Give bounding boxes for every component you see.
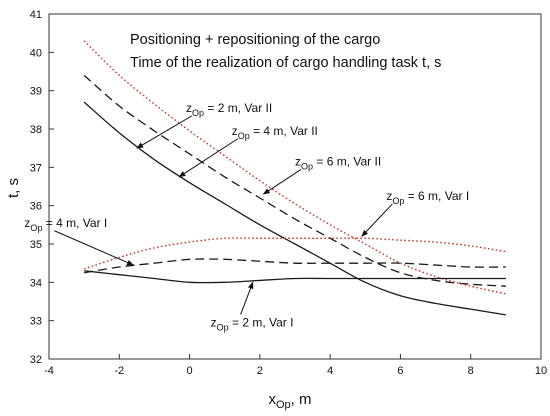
series-layer <box>83 40 507 316</box>
x-tick-label: 2 <box>257 365 263 377</box>
anno-sub: Op <box>30 223 42 233</box>
x-tick-label: 8 <box>468 365 474 377</box>
anno-sub: Op <box>301 161 313 171</box>
series-line-6 <box>83 237 506 270</box>
anno-z4-var2-label: zOp = 4 m, Var II <box>232 124 318 141</box>
y-tick-label: 36 <box>30 201 42 213</box>
chart-title-line-2: Time of the realization of cargo handlin… <box>130 55 441 71</box>
anno-sub: Op <box>217 322 229 332</box>
y-tick-label: 35 <box>30 239 42 251</box>
x-tick-label: 4 <box>327 365 333 377</box>
anno-rest: = 2 m, Var I <box>229 315 294 329</box>
x-tick-label: 0 <box>187 365 193 377</box>
series-line-5 <box>84 258 506 274</box>
chart-title-line-1: Positioning + repositioning of the cargo <box>130 32 380 48</box>
anno-rest: = 2 m, Var II <box>204 101 272 115</box>
anno-z6-var1-arrow <box>361 203 393 237</box>
anno-z2-var1-arrow <box>240 281 254 315</box>
anno-z4-var1-label: zOp = 4 m, Var I <box>24 216 107 233</box>
anno-z4-var1-arrow <box>54 230 134 266</box>
series-line-1 <box>83 101 506 316</box>
x-tick-label: 6 <box>397 365 403 377</box>
x-tick-label: 10 <box>535 365 547 377</box>
anno-z2-var2-arrow <box>136 115 193 149</box>
anno-sub: Op <box>192 108 204 118</box>
series-line-4 <box>84 270 506 284</box>
anno-rest: = 6 m, Var I <box>404 189 469 203</box>
plot-frame <box>48 13 542 360</box>
anno-base: z <box>232 124 238 138</box>
x-tick-label: -4 <box>44 365 54 377</box>
y-tick-label: 40 <box>30 47 42 59</box>
anno-z6-var2-label: zOp = 6 m, Var II <box>295 154 381 171</box>
y-tick-label: 34 <box>30 277 42 289</box>
y-axis-title: t, s <box>5 178 22 198</box>
y-tick-label: 37 <box>30 162 42 174</box>
anno-rest: = 4 m, Var II <box>250 124 318 138</box>
anno-z4-var2-arrow <box>178 138 239 178</box>
x-axis-title-rest: , m <box>291 391 312 408</box>
anno-base: z <box>24 216 30 230</box>
anno-z2-var2-label: zOp = 2 m, Var II <box>186 101 272 118</box>
series-line-2 <box>83 74 506 287</box>
x-tick-label: -2 <box>114 365 124 377</box>
anno-rest: = 4 m, Var I <box>42 216 107 230</box>
anno-z6-var2-arrow <box>262 168 302 195</box>
ticks-layer: -4 -2 0 2 4 6 8 10 32 33 34 35 36 37 38 39 40 41 <box>30 9 547 377</box>
anno-z2-var1-label: zOp = 2 m, Var I <box>211 315 294 332</box>
x-axis-title-sub: Op <box>276 399 291 411</box>
y-tick-label: 41 <box>30 9 42 21</box>
anno-base: z <box>211 315 217 329</box>
anno-rest: = 6 m, Var II <box>313 154 381 168</box>
anno-base: z <box>386 189 392 203</box>
anno-base: z <box>186 101 192 115</box>
anno-sub: Op <box>238 131 250 141</box>
y-tick-label: 32 <box>30 354 42 366</box>
anno-base: z <box>295 154 301 168</box>
x-axis-title-base: x <box>268 391 276 408</box>
anno-z6-var1-label: zOp = 6 m, Var I <box>386 189 469 206</box>
y-tick-label: 38 <box>30 124 42 136</box>
y-tick-label: 33 <box>30 316 42 328</box>
y-tick-label: 39 <box>30 86 42 98</box>
x-axis-title: xOp, m <box>268 391 311 411</box>
anno-sub: Op <box>392 196 404 206</box>
